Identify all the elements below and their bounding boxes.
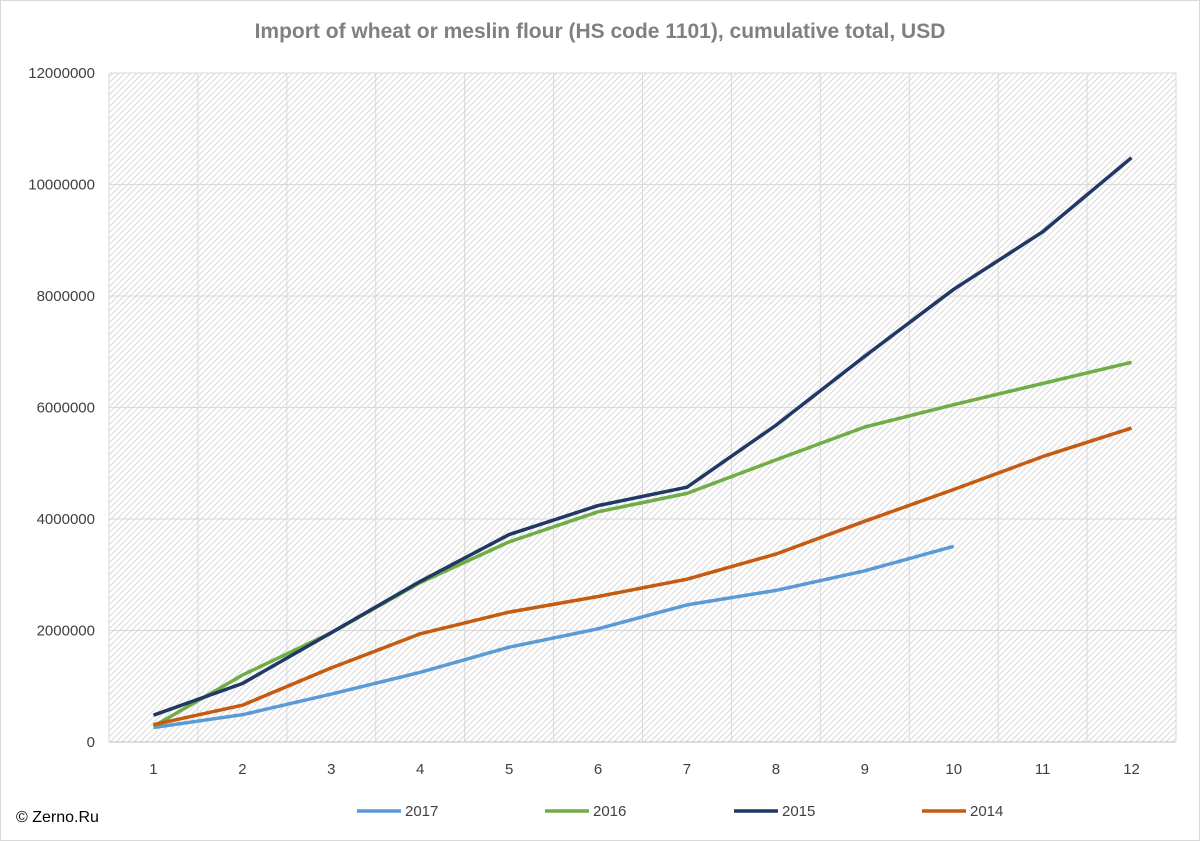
legend-item-2015: 2015	[734, 803, 815, 820]
x-tick-label: 9	[861, 761, 869, 778]
legend-label: 2017	[405, 803, 438, 820]
y-tick-label: 2000000	[37, 623, 95, 640]
x-tick-label: 2	[238, 761, 246, 778]
legend-label: 2016	[593, 803, 626, 820]
series-line-2014	[153, 426, 1133, 727]
y-tick-label: 4000000	[37, 511, 95, 528]
x-tick-label: 12	[1123, 761, 1140, 778]
legend-item-2017: 2017	[357, 803, 438, 820]
legend-item-2014: 2014	[922, 803, 1003, 820]
chart-title: Import of wheat or meslin flour (HS code…	[254, 20, 946, 43]
legend-label: 2015	[782, 803, 815, 820]
y-tick-label: 12000000	[28, 65, 95, 82]
x-tick-label: 1	[149, 761, 157, 778]
y-tick-label: 6000000	[37, 400, 95, 417]
x-tick-label: 11	[1035, 761, 1051, 778]
y-tick-label: 10000000	[28, 177, 95, 194]
x-tick-label: 6	[594, 761, 602, 778]
x-tick-label: 5	[505, 761, 513, 778]
y-tick-label: 0	[87, 734, 95, 751]
copyright-text: © Zerno.Ru	[16, 809, 99, 826]
series-line-2017	[153, 544, 955, 730]
legend-item-2016: 2016	[545, 803, 626, 820]
legend-label: 2014	[970, 803, 1003, 820]
x-tick-label: 10	[945, 761, 962, 778]
x-tick-label: 8	[772, 761, 780, 778]
x-tick-label: 4	[416, 761, 424, 778]
x-tick-label: 3	[327, 761, 335, 778]
series-line-2015	[152, 156, 1133, 717]
y-tick-label: 8000000	[37, 288, 95, 305]
x-tick-label: 7	[683, 761, 691, 778]
